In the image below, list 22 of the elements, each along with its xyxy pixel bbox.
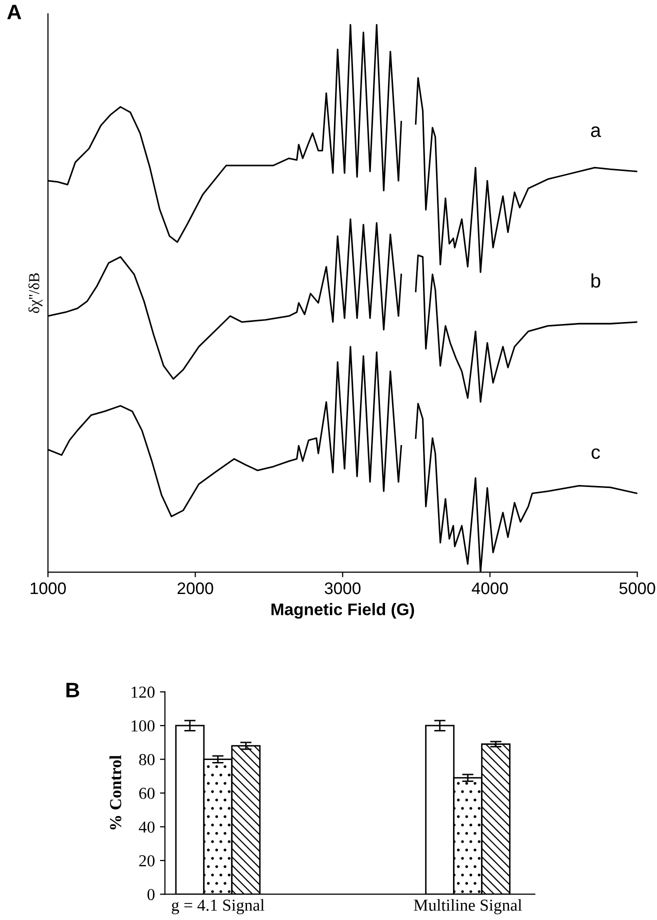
chart-title: A	[7, 4, 22, 20]
x-tick-label: 3000	[324, 582, 361, 594]
y-tick-label: 100	[132, 720, 155, 732]
y-axis-title: % Control	[110, 755, 122, 830]
x-tick-label: 1000	[30, 582, 66, 594]
x-tick-label: 5000	[619, 582, 656, 594]
series-label: b	[591, 273, 600, 288]
x-tick-label: 4000	[472, 582, 508, 594]
x-tick-label: 2000	[178, 582, 214, 594]
y-tick-label: 120	[132, 686, 155, 698]
chart-title: B	[66, 682, 80, 698]
x-axis-title: Magnetic Field (G)	[272, 603, 414, 619]
y-tick-label: 40	[138, 821, 155, 833]
y-axis-title: δχ''/δB	[28, 273, 42, 314]
y-tick-label: 20	[139, 855, 155, 866]
x-tick-label: g = 4.1 Signal	[172, 899, 264, 914]
series-label: c	[592, 448, 600, 460]
y-tick-label: 0	[147, 888, 155, 900]
y-tick-label: 60	[139, 788, 155, 799]
y-tick-label: 80	[139, 754, 155, 766]
series-label: a	[591, 126, 602, 138]
x-tick-label: Multiline Signal	[414, 899, 522, 914]
